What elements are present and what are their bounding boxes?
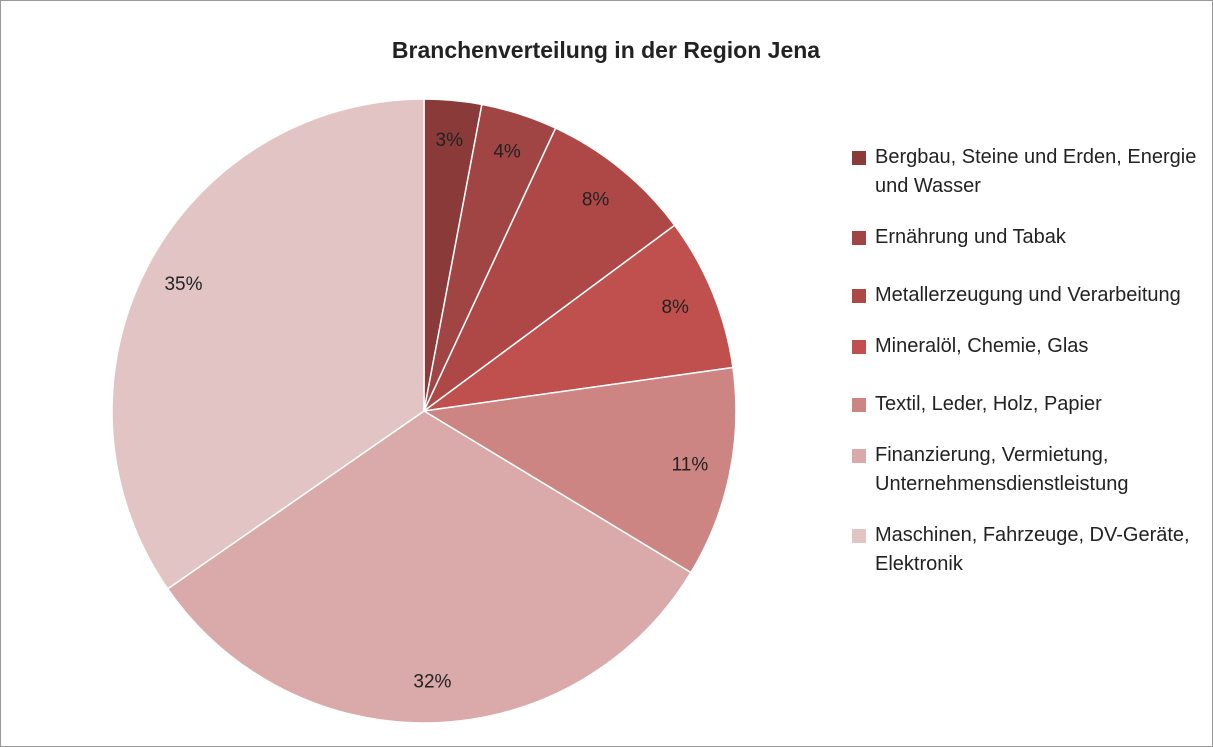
legend-label: Bergbau, Steine und Erden, Energie und W…	[875, 146, 1197, 197]
legend-swatch	[852, 289, 866, 303]
pie-slice	[166, 410, 692, 724]
legend-swatch	[852, 449, 866, 463]
legend-label: Metallerzeugung und Verarbeitung	[875, 284, 1181, 306]
legend-label: Mineralöl, Chemie, Glas	[875, 335, 1089, 357]
legend-item: Metallerzeugung und Verarbeitung	[852, 281, 1202, 310]
legend-item: Maschinen, Fahrzeuge, DV-Geräte, Elektro…	[852, 521, 1202, 579]
legend-item: Finanzierung, Vermietung, Unternehmensdi…	[852, 441, 1202, 499]
data-label: 8%	[661, 297, 689, 318]
data-label: 11%	[672, 455, 709, 476]
data-label: 32%	[413, 671, 451, 692]
legend-swatch	[852, 231, 866, 245]
legend-swatch	[852, 398, 866, 412]
pie-slice	[423, 224, 734, 412]
data-label: 4%	[493, 142, 521, 163]
legend-item: Mineralöl, Chemie, Glas	[852, 332, 1202, 361]
legend-swatch	[852, 529, 866, 543]
chart-title: Branchenverteilung in der Region Jena	[392, 37, 820, 63]
pie-slice	[423, 127, 676, 412]
pie-slice	[111, 98, 425, 590]
legend-label: Maschinen, Fahrzeuge, DV-Geräte, Elektro…	[875, 524, 1190, 575]
legend-swatch	[852, 340, 866, 354]
legend-item: Bergbau, Steine und Erden, Energie und W…	[852, 143, 1202, 201]
legend-item: Ernährung und Tabak	[852, 223, 1202, 252]
legend: Bergbau, Steine und Erden, Energie und W…	[852, 143, 1202, 579]
legend-label: Textil, Leder, Holz, Papier	[875, 393, 1102, 415]
legend-swatch	[852, 151, 866, 165]
legend-item: Textil, Leder, Holz, Papier	[852, 390, 1202, 419]
legend-label: Ernährung und Tabak	[875, 226, 1066, 248]
data-label: 8%	[582, 190, 610, 211]
data-label: 35%	[164, 274, 202, 295]
data-label: 3%	[436, 130, 464, 151]
pie-slice	[421, 366, 737, 574]
legend-label: Finanzierung, Vermietung, Unternehmensdi…	[875, 444, 1129, 495]
